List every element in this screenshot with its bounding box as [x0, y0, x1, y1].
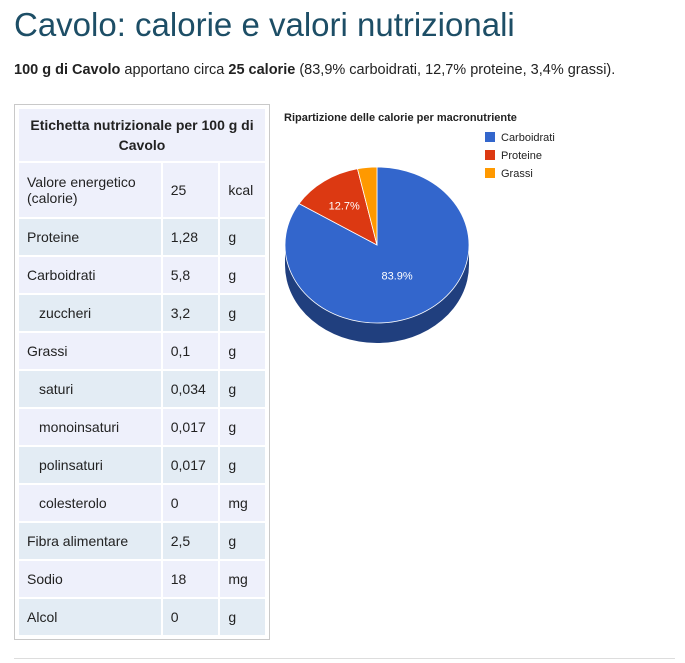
- nutrient-unit: g: [220, 409, 265, 445]
- table-row: Carboidrati 5,8 g: [19, 257, 265, 293]
- summary-text-2: (83,9% carboidrati, 12,7% proteine, 3,4%…: [295, 62, 616, 78]
- nutrient-name: Grassi: [19, 333, 161, 369]
- chart-legend: Carboidrati Proteine Grassi: [485, 132, 555, 180]
- legend-swatch: [485, 168, 495, 178]
- nutrient-name: monoinsaturi: [19, 409, 161, 445]
- slice-data-label: 12.7%: [329, 200, 360, 212]
- table-row: saturi 0,034 g: [19, 371, 265, 407]
- pie-slice-proteine: [298, 168, 378, 246]
- nutrient-unit: mg: [220, 561, 265, 597]
- nutrient-value: 0,1: [162, 333, 219, 369]
- table-row: Fibra alimentare 2,5 g: [19, 523, 265, 559]
- nutrition-table: Etichetta nutrizionale per 100 g di Cavo…: [17, 107, 267, 637]
- pie-slice-side-carboidrati: [285, 245, 469, 343]
- nutrient-name: zuccheri: [19, 295, 161, 331]
- nutrient-name: Carboidrati: [19, 257, 161, 293]
- summary-text-1: apportano circa: [120, 62, 229, 78]
- chart-title: Ripartizione delle calorie per macronutr…: [284, 112, 517, 124]
- nutrient-value: 1,28: [162, 219, 219, 255]
- nutrient-unit: g: [220, 371, 265, 407]
- nutrient-value: 0,034: [162, 371, 219, 407]
- divider: [14, 658, 675, 659]
- macronutrient-pie-chart: Ripartizione delle calorie per macronutr…: [284, 112, 555, 343]
- nutrient-unit: kcal: [220, 163, 265, 217]
- table-row: Alcol 0 g: [19, 599, 265, 635]
- nutrient-name: Sodio: [19, 561, 161, 597]
- table-row: Proteine 1,28 g: [19, 219, 265, 255]
- legend-swatch: [485, 150, 495, 160]
- legend-label: Proteine: [501, 150, 542, 162]
- calorie-summary: 100 g di Cavolo apportano circa 25 calor…: [14, 62, 615, 78]
- nutrient-name: saturi: [19, 371, 161, 407]
- table-row: Sodio 18 mg: [19, 561, 265, 597]
- nutrient-unit: g: [220, 219, 265, 255]
- nutrient-name: Proteine: [19, 219, 161, 255]
- nutrition-table-header: Etichetta nutrizionale per 100 g di Cavo…: [19, 109, 265, 161]
- summary-amount: 100 g di Cavolo: [14, 62, 121, 78]
- table-row: Valore energetico (calorie) 25 kcal: [19, 163, 265, 217]
- legend-label: Carboidrati: [501, 132, 555, 144]
- nutrient-value: 2,5: [162, 523, 219, 559]
- nutrient-unit: g: [220, 447, 265, 483]
- nutrient-unit: g: [220, 333, 265, 369]
- nutrition-table-container: Etichetta nutrizionale per 100 g di Cavo…: [14, 104, 270, 640]
- nutrient-value: 3,2: [162, 295, 219, 331]
- legend-label: Grassi: [501, 168, 533, 180]
- table-row: polinsaturi 0,017 g: [19, 447, 265, 483]
- nutrient-value: 0: [162, 485, 219, 521]
- nutrient-name: Fibra alimentare: [19, 523, 161, 559]
- nutrient-unit: g: [220, 523, 265, 559]
- nutrient-unit: g: [220, 257, 265, 293]
- page-title: Cavolo: calorie e valori nutrizionali: [14, 6, 515, 43]
- table-row: monoinsaturi 0,017 g: [19, 409, 265, 445]
- slice-data-label: 83.9%: [381, 271, 412, 283]
- nutrient-value: 25: [162, 163, 219, 217]
- nutrient-value: 0,017: [162, 409, 219, 445]
- nutrient-name: colesterolo: [19, 485, 161, 521]
- pie-slice-grassi: [357, 166, 378, 246]
- pie-group: 83.9% 12.7%: [284, 166, 470, 343]
- nutrient-unit: g: [220, 295, 265, 331]
- table-row: colesterolo 0 mg: [19, 485, 265, 521]
- legend-swatch: [485, 132, 495, 142]
- table-row: zuccheri 3,2 g: [19, 295, 265, 331]
- nutrient-unit: g: [220, 599, 265, 635]
- nutrient-value: 18: [162, 561, 219, 597]
- nutrient-unit: mg: [220, 485, 265, 521]
- nutrient-name: Alcol: [19, 599, 161, 635]
- summary-calories: 25 calorie: [228, 62, 296, 78]
- nutrient-value: 5,8: [162, 257, 219, 293]
- nutrient-name: Valore energetico (calorie): [19, 163, 161, 217]
- nutrient-value: 0,017: [162, 447, 219, 483]
- nutrient-name: polinsaturi: [19, 447, 161, 483]
- table-row: Grassi 0,1 g: [19, 333, 265, 369]
- nutrient-value: 0: [162, 599, 219, 635]
